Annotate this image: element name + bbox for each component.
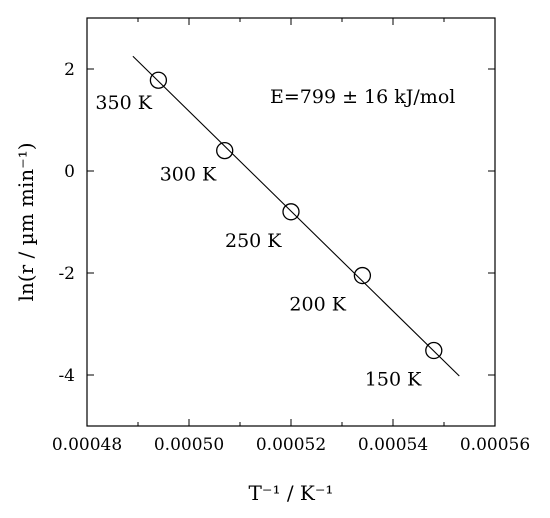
x-tick-label: 0.00056 [460, 435, 530, 455]
x-tick-label: 0.00050 [154, 435, 224, 455]
x-tick-labels: 0.00048 0.00050 0.00052 0.00054 0.00056 [52, 435, 530, 455]
data-points [149, 71, 443, 360]
x-axis-label: T⁻¹ / K⁻¹ [249, 481, 334, 505]
data-point [216, 141, 234, 160]
temperature-label: 150 K [365, 369, 422, 391]
point-labels: 350 K 300 K 250 K 200 K 150 K [95, 92, 422, 390]
x-tick-label: 0.00052 [256, 435, 326, 455]
plot-frame [86, 17, 496, 427]
y-tick-label: 2 [64, 60, 75, 80]
temperature-label: 250 K [225, 230, 282, 252]
energy-annotation: E=799 ± 16 kJ/mol [270, 86, 455, 108]
y-axis-label: ln(r / µm min⁻¹) [14, 142, 38, 301]
y-tick-label: -2 [58, 264, 75, 284]
data-point [282, 203, 300, 221]
temperature-label: 300 K [160, 164, 217, 186]
temperature-label: 200 K [289, 294, 346, 316]
y-tick-labels: -4 -2 0 2 [58, 60, 75, 386]
data-point [425, 341, 443, 360]
x-tick-label: 0.00048 [52, 435, 122, 455]
fit-line [132, 55, 460, 377]
x-tick-label: 0.00054 [358, 435, 428, 455]
data-point [353, 266, 372, 285]
data-point [149, 71, 168, 89]
y-tick-label: -4 [58, 366, 75, 386]
y-tick-label: 0 [64, 162, 75, 182]
temperature-label: 350 K [95, 92, 152, 114]
axis-ticks [86, 18, 496, 426]
